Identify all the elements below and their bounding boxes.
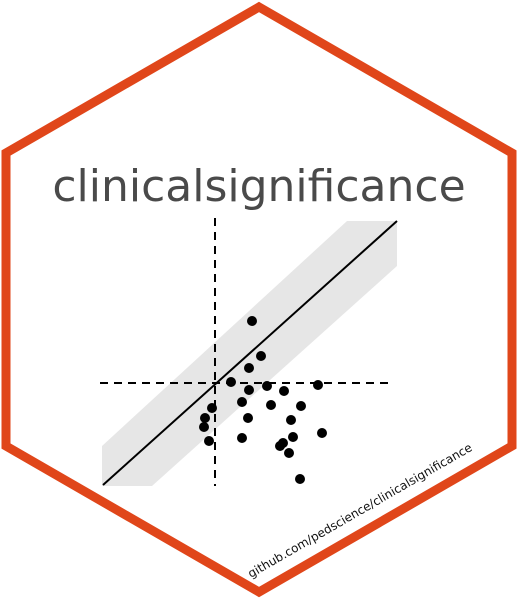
scatter-point [200, 413, 210, 423]
scatter-point [226, 377, 236, 387]
scatter-point [256, 351, 266, 361]
scatter-point [237, 397, 247, 407]
scatter-point [317, 428, 327, 438]
scatter-points [199, 316, 327, 484]
scatter-point [262, 381, 272, 391]
scatter-point [244, 385, 254, 395]
scatter-point [243, 413, 253, 423]
scatter-point [279, 386, 289, 396]
scatter-point [284, 448, 294, 458]
scatter-point [286, 415, 296, 425]
scatter-point [266, 400, 276, 410]
scatter-point [244, 363, 254, 373]
package-title: clinicalsignificance [52, 161, 465, 212]
scatter-point [207, 403, 217, 413]
scatter-point [288, 432, 298, 442]
scatter-point [247, 316, 257, 326]
scatter-point [313, 380, 323, 390]
plot-illustration [100, 218, 398, 486]
scatter-point [275, 441, 285, 451]
scatter-point [199, 422, 209, 432]
scatter-point [296, 401, 306, 411]
scatter-point [295, 474, 305, 484]
scatter-point [237, 433, 247, 443]
identity-line [102, 220, 398, 486]
scatter-point [204, 436, 214, 446]
